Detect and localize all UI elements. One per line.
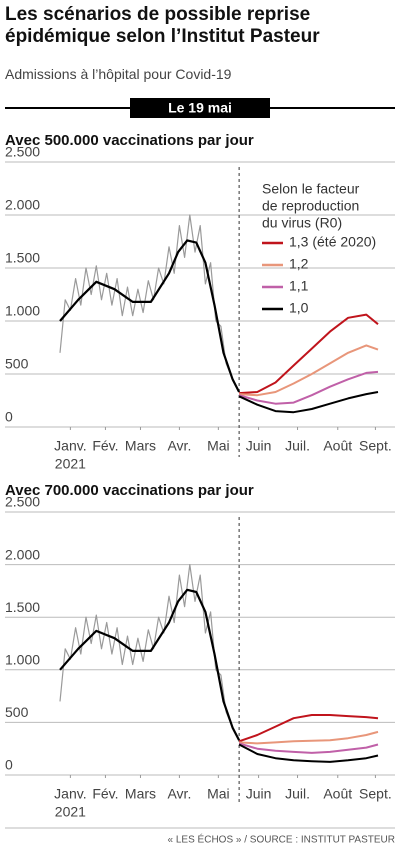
x-tick-label: Juil. [285,786,310,802]
x-tick-label: Avr. [167,786,191,802]
x-tick-label: Août [323,786,352,802]
subtitle: Admissions à l’hôpital pour Covid-19 [5,66,232,82]
legend-title: de reproduction [262,198,359,214]
series-line [59,588,241,741]
series-line [238,370,379,405]
y-tick-label: 1.000 [5,303,40,319]
x-tick-label: Avr. [167,438,191,454]
x-tick-label: Janv. [54,786,86,802]
x-tick-label: Fév. [92,786,118,802]
x-tick-label: Août [323,438,352,454]
x-tick-label: Mars [125,786,156,802]
banner: Le 19 mai [168,100,232,116]
banner-box [130,98,270,118]
y-tick-label: 0 [5,757,13,773]
y-tick-label: 500 [5,356,29,372]
legend-title: Selon le facteur [262,181,360,197]
series-line [239,730,379,745]
legend-label: 1,2 [289,256,309,272]
series-line [239,313,379,395]
y-tick-label: 1.000 [5,652,40,668]
y-tick-label: 2.500 [5,494,40,510]
x-tick-label: Janv. [54,438,86,454]
legend-title: du virus (R0) [262,215,342,231]
series-line [238,714,379,743]
x-year-label: 2021 [55,804,86,820]
x-tick-label: Sept. [359,786,392,802]
y-tick-label: 2.000 [5,197,40,213]
x-year-label: 2021 [55,456,86,472]
series-line [238,391,379,414]
legend-label: 1,1 [289,278,309,294]
x-tick-label: Mai [207,786,230,802]
x-tick-label: Juin [246,786,272,802]
y-tick-label: 2.000 [5,546,40,562]
series-line [59,564,238,736]
x-tick-label: Fév. [92,438,118,454]
series-line [59,239,241,393]
legend-label: 1,3 (été 2020) [289,234,376,250]
y-tick-label: 1.500 [5,599,40,615]
chart-subtitle: Avec 700.000 vaccinations par jour [5,482,254,499]
title: Les scénarios de possible reprise épidém… [5,4,320,47]
y-tick-label: 2.500 [5,144,40,160]
x-tick-label: Juin [246,438,272,454]
x-tick-label: Sept. [359,438,392,454]
x-tick-label: Juil. [285,438,310,454]
source: « LES ÉCHOS » / SOURCE : INSTITUT PASTEU… [168,833,395,846]
series-line [59,214,238,387]
series-line [238,743,379,763]
legend-label: 1,0 [289,300,309,316]
x-tick-label: Mars [125,438,156,454]
y-tick-label: 500 [5,704,29,720]
x-tick-label: Mai [207,438,230,454]
y-tick-label: 1.500 [5,250,40,266]
series-line [239,344,379,397]
series-line [238,742,379,754]
chart-subtitle: Avec 500.000 vaccinations par jour [5,132,254,149]
y-tick-label: 0 [5,409,13,425]
